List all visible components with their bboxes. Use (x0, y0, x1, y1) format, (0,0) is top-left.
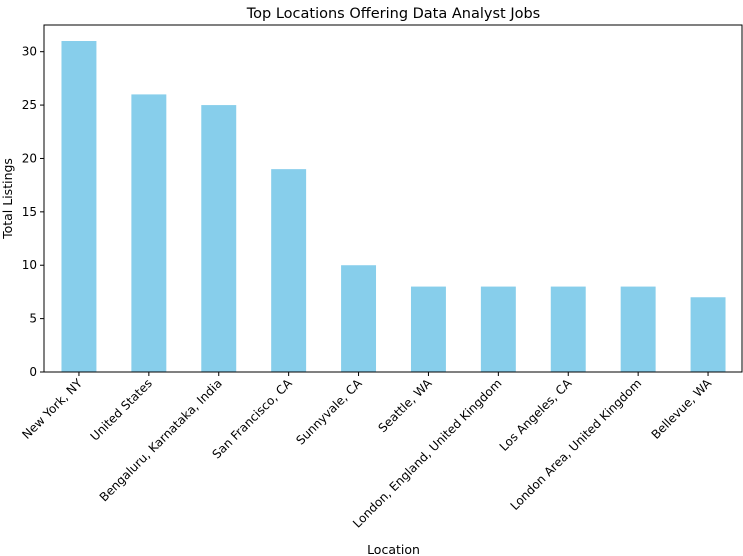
x-tick-label: London Area, United Kingdom (508, 376, 645, 513)
bar-1 (61, 41, 97, 373)
x-tick-label: Los Angeles, CA (497, 376, 575, 454)
y-tick-label: 10 (22, 258, 37, 272)
bar-10 (690, 297, 726, 372)
bar-5 (341, 265, 377, 372)
y-tick-label: 30 (22, 45, 37, 59)
x-tick-label: London, England, United Kingdom (350, 376, 504, 530)
y-tick-label: 5 (29, 312, 37, 326)
bar-6 (410, 286, 446, 372)
x-tick-label: Seattle, WA (376, 376, 436, 436)
x-tick-label: Sunnyvale, CA (293, 376, 365, 448)
y-axis-ticks: 0 5 10 15 20 25 30 (22, 45, 44, 379)
bar-2 (131, 94, 167, 373)
chart-title: Top Locations Offering Data Analyst Jobs (246, 6, 540, 22)
x-tick-label: Bellevue, WA (649, 376, 715, 442)
y-axis-label: Total Listings (0, 158, 15, 240)
bar-9 (620, 286, 656, 372)
bar-7 (480, 286, 516, 372)
x-tick-label: United States (88, 376, 155, 443)
y-tick-label: 15 (22, 205, 37, 219)
x-tick-label: New York, NY (19, 376, 85, 442)
bars-group (61, 41, 726, 373)
bar-3 (201, 105, 237, 373)
y-tick-label: 20 (22, 151, 37, 165)
y-tick-label: 25 (22, 98, 37, 112)
plot-frame (43, 24, 743, 373)
y-tick-label: 0 (29, 365, 37, 379)
bar-8 (550, 286, 586, 372)
x-axis-label: Location (367, 542, 420, 556)
bar-4 (271, 169, 307, 372)
x-tick-label: Bengaluru, Karnataka, India (97, 376, 225, 504)
